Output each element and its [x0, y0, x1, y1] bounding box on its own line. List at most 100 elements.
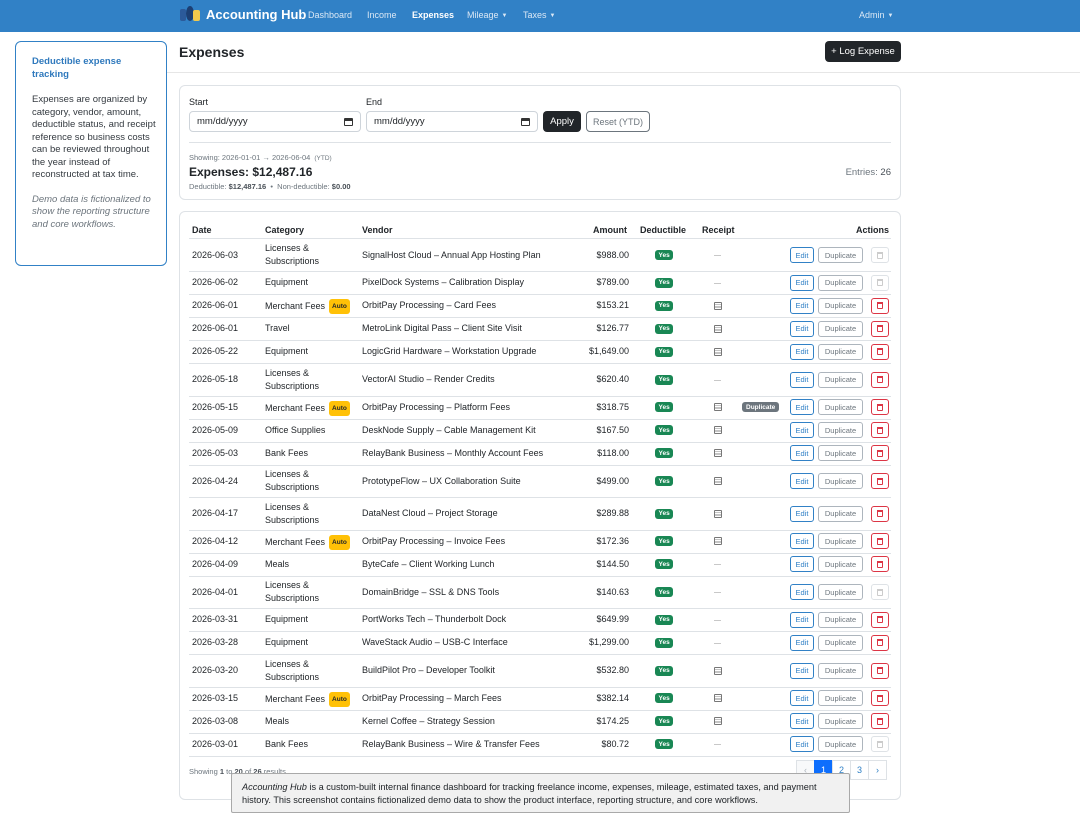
duplicate-button[interactable]: Duplicate — [818, 505, 863, 522]
delete-button[interactable] — [871, 297, 889, 314]
duplicate-button[interactable]: Duplicate — [818, 533, 863, 550]
edit-button[interactable]: Edit — [790, 690, 814, 707]
nav-user-menu[interactable]: Admin ▼ — [859, 10, 893, 20]
nav-income[interactable]: Income — [367, 10, 397, 20]
edit-button[interactable]: Edit — [790, 713, 814, 730]
log-expense-button[interactable]: + Log Expense — [825, 41, 901, 62]
delete-button[interactable] — [871, 713, 889, 730]
start-date-input[interactable]: mm/dd/yyyy — [189, 111, 361, 132]
row-divider — [189, 340, 891, 341]
delete-button[interactable] — [871, 662, 889, 679]
receipt-document-icon[interactable] — [714, 694, 722, 703]
table-row: 2026-03-28 Equipment WaveStack Audio – USB… — [180, 632, 900, 655]
duplicate-button[interactable]: Duplicate — [818, 274, 863, 291]
end-date-input[interactable]: mm/dd/yyyy — [366, 111, 538, 132]
delete-button[interactable] — [871, 422, 889, 439]
duplicate-button[interactable]: Duplicate — [818, 473, 863, 489]
duplicate-button[interactable]: Duplicate — [818, 634, 863, 651]
edit-button[interactable]: Edit — [790, 634, 814, 651]
receipt-document-icon[interactable] — [714, 509, 722, 518]
edit-button[interactable]: Edit — [790, 422, 814, 439]
nav-expenses[interactable]: Expenses — [412, 10, 455, 20]
sidebar-body: Expenses are organized by category, vend… — [32, 94, 156, 180]
table-row: 2026-04-01 Licenses & Subscriptions Domain… — [180, 576, 900, 608]
edit-button[interactable]: Edit — [790, 247, 814, 263]
delete-button[interactable] — [871, 556, 889, 573]
duplicate-button[interactable]: Duplicate — [818, 422, 863, 439]
nav-dashboard[interactable]: Dashboard — [308, 10, 353, 20]
delete-button[interactable] — [871, 247, 889, 263]
edit-button[interactable]: Edit — [790, 399, 814, 416]
edit-button[interactable]: Edit — [790, 343, 814, 360]
calendar-icon[interactable] — [521, 117, 530, 126]
duplicate-button[interactable]: Duplicate — [818, 343, 863, 360]
receipt-document-icon[interactable] — [714, 537, 722, 546]
duplicate-button[interactable]: Duplicate — [818, 713, 863, 730]
duplicate-button[interactable]: Duplicate — [818, 445, 863, 462]
next-page-button[interactable]: › — [868, 760, 887, 780]
duplicate-button[interactable]: Duplicate — [818, 320, 863, 337]
delete-button[interactable] — [871, 473, 889, 489]
receipt-document-icon[interactable] — [714, 477, 722, 485]
receipt-document-icon[interactable] — [714, 666, 722, 675]
edit-button[interactable]: Edit — [790, 556, 814, 573]
receipt-document-icon[interactable] — [714, 301, 722, 310]
duplicate-button[interactable]: Duplicate — [818, 584, 863, 600]
calendar-icon[interactable] — [344, 117, 353, 126]
duplicate-button[interactable]: Duplicate — [818, 297, 863, 314]
delete-button[interactable] — [871, 371, 889, 388]
apply-button[interactable]: Apply — [543, 111, 581, 132]
delete-button[interactable] — [871, 736, 889, 753]
deductible-yes-badge: Yes — [655, 448, 674, 459]
edit-button[interactable]: Edit — [790, 584, 814, 600]
receipt-document-icon[interactable] — [714, 347, 722, 356]
delete-button[interactable] — [871, 690, 889, 707]
duplicate-button[interactable]: Duplicate — [818, 556, 863, 573]
edit-button[interactable]: Edit — [790, 662, 814, 679]
edit-button[interactable]: Edit — [790, 274, 814, 291]
receipt-document-icon[interactable] — [714, 324, 722, 333]
no-receipt-dash — [714, 642, 721, 644]
duplicate-button[interactable]: Duplicate — [818, 399, 863, 416]
edit-button[interactable]: Edit — [790, 505, 814, 522]
receipt-document-icon[interactable] — [714, 426, 722, 435]
delete-button[interactable] — [871, 584, 889, 600]
row-amount: $789.00 — [596, 277, 629, 288]
nav-taxes[interactable]: Taxes ▼ — [523, 10, 555, 20]
edit-button[interactable]: Edit — [790, 445, 814, 462]
duplicate-button[interactable]: Duplicate — [818, 690, 863, 707]
edit-button[interactable]: Edit — [790, 736, 814, 753]
duplicate-button[interactable]: Duplicate — [818, 736, 863, 753]
delete-button[interactable] — [871, 611, 889, 628]
duplicate-button[interactable]: Duplicate — [818, 247, 863, 263]
delete-button[interactable] — [871, 634, 889, 651]
row-category: Merchant Fees Auto — [265, 400, 350, 416]
edit-button[interactable]: Edit — [790, 371, 814, 388]
edit-button[interactable]: Edit — [790, 473, 814, 489]
edit-button[interactable]: Edit — [790, 611, 814, 628]
no-receipt-dash — [714, 564, 721, 566]
duplicate-button[interactable]: Duplicate — [818, 371, 863, 388]
row-divider — [189, 441, 891, 443]
nav-mileage[interactable]: Mileage ▼ — [467, 10, 507, 20]
brand-link[interactable]: Accounting Hub — [180, 5, 306, 23]
delete-button[interactable] — [871, 343, 889, 360]
duplicate-button[interactable]: Duplicate — [818, 662, 863, 679]
delete-button[interactable] — [871, 505, 889, 522]
delete-button[interactable] — [871, 320, 889, 337]
receipt-document-icon[interactable] — [714, 717, 722, 726]
page-3-button[interactable]: 3 — [850, 760, 869, 780]
row-amount: $80.72 — [601, 738, 629, 749]
receipt-document-icon[interactable] — [714, 449, 722, 458]
chevron-down-icon: ▼ — [501, 12, 508, 19]
edit-button[interactable]: Edit — [790, 533, 814, 550]
edit-button[interactable]: Edit — [790, 320, 814, 337]
delete-button[interactable] — [871, 445, 889, 462]
duplicate-button[interactable]: Duplicate — [818, 611, 863, 628]
edit-button[interactable]: Edit — [790, 297, 814, 314]
reset-ytd-button[interactable]: Reset (YTD) — [586, 111, 650, 132]
receipt-document-icon[interactable] — [714, 403, 722, 412]
delete-button[interactable] — [871, 533, 889, 550]
delete-button[interactable] — [871, 399, 889, 416]
delete-button[interactable] — [871, 274, 889, 291]
